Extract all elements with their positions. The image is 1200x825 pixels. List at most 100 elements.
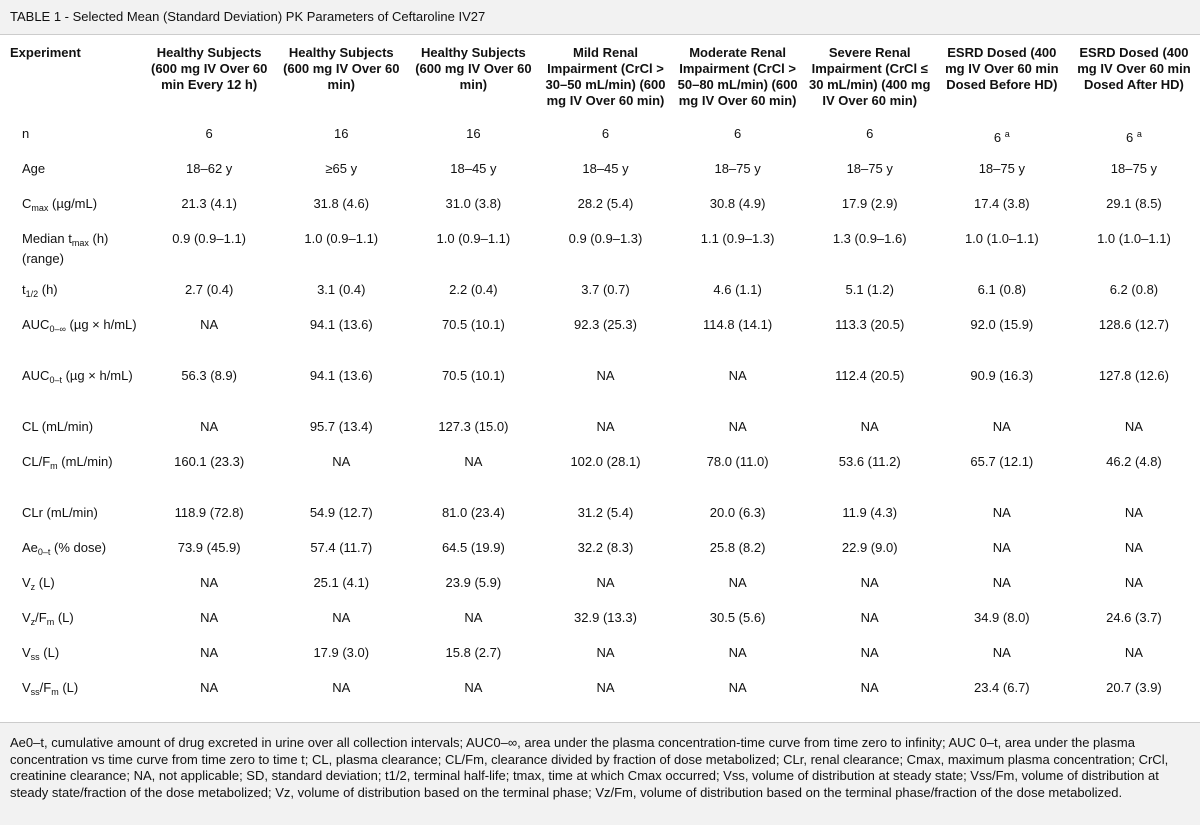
row-label: CLr (mL/min)	[0, 496, 143, 531]
table-cell: 18–45 y	[582, 161, 629, 176]
table-cell: NA	[728, 575, 747, 590]
row-label: Cmax (µg/mL)	[0, 187, 143, 222]
footnote: Ae0–t, cumulative amount of drug excrete…	[0, 722, 1200, 825]
table-cell: NA	[332, 610, 351, 625]
column-header: Healthy Subjects (600 mg IV Over 60 min …	[150, 45, 268, 92]
table-cell: NA	[332, 680, 351, 695]
table-cell: NA	[860, 645, 879, 660]
text-segment: CL/F	[22, 454, 51, 469]
table-cell: 160.1 (23.3)	[174, 454, 245, 469]
table-cell: 3.1 (0.4)	[317, 282, 366, 297]
table-row: Ae0–t (% dose) 73.9 (45.9) 57.4 (11.7) 64.5…	[0, 531, 1200, 566]
text-segment: 6	[993, 130, 1005, 145]
table-row: Vz/Fm (L) NA NA NA 32.9 (13.3) 30.5 (5.6) NA 34…	[0, 601, 1200, 636]
table-cell: NA	[200, 317, 219, 332]
text-segment: (µg × h/mL)	[65, 317, 137, 332]
column-header: Experiment	[10, 45, 81, 60]
table-cell: NA	[332, 454, 351, 469]
table-cell: NA	[860, 575, 879, 590]
table-cell: 18–75 y	[846, 161, 893, 176]
table-cell: NA	[596, 368, 615, 383]
table-cell: 5.1 (1.2)	[845, 282, 894, 297]
column-header: Healthy Subjects (600 mg IV Over 60 min)	[415, 45, 532, 92]
subscript: max	[31, 203, 49, 213]
table-cell: NA	[596, 419, 615, 434]
text-segment: V	[22, 575, 31, 590]
column-header: Severe Renal Impairment (CrCl ≤ 30 mL/mi…	[809, 45, 931, 108]
table-cell: 3.7 (0.7)	[581, 282, 630, 297]
table-cell: 1.0 (1.0–1.1)	[1097, 231, 1171, 246]
table-cell: 94.1 (13.6)	[309, 368, 373, 383]
table-cell: NA	[596, 680, 615, 695]
subscript: z	[30, 617, 36, 627]
text-segment: V	[22, 610, 31, 625]
table-cell: 0.9 (0.9–1.3)	[568, 231, 643, 246]
superscript: a	[1136, 129, 1142, 139]
table-cell: 1.0 (1.0–1.1)	[964, 231, 1039, 246]
row-label: CL (mL/min)	[0, 410, 143, 445]
table-cell: 65.7 (12.1)	[970, 454, 1034, 469]
column-header: Healthy Subjects (600 mg IV Over 60 min)	[283, 45, 400, 92]
table-cell: 20.7 (3.9)	[1106, 680, 1162, 695]
table-cell: NA	[992, 540, 1011, 555]
table-cell: NA	[728, 645, 747, 660]
table-row: CL/Fm (mL/min) 160.1 (23.3) NA NA 102.0 (28.…	[0, 445, 1200, 496]
table-row: Median tmax (h) (range) 0.9 (0.9–1.1) 1.0 …	[0, 222, 1200, 273]
subscript: 0–∞	[49, 324, 66, 334]
table-cell: NA	[1124, 645, 1143, 660]
row-label: Median tmax (h) (range)	[0, 222, 143, 273]
row-label: Vz (L)	[0, 566, 143, 601]
table-cell: 46.2 (4.8)	[1106, 454, 1162, 469]
table-cell: 18–75 y	[1110, 161, 1158, 176]
table-cell: 1.0 (0.9–1.1)	[304, 231, 379, 246]
table-cell: 17.4 (3.8)	[973, 196, 1030, 211]
text-segment: 6	[1126, 130, 1137, 145]
text-segment: (mL/min)	[57, 454, 113, 469]
table-cell: NA	[992, 419, 1011, 434]
table-cell: 92.0 (15.9)	[970, 317, 1034, 332]
row-label: AUC0–∞ (µg × h/mL)	[0, 308, 143, 359]
subscript: m	[50, 461, 58, 471]
table-cell: 18–45 y	[450, 161, 497, 176]
table-cell: 18–75 y	[978, 161, 1025, 176]
subscript: 1/2	[25, 289, 39, 299]
table-cell: NA	[596, 645, 615, 660]
pk-table: Experiment Healthy Subjects (600 mg IV Ov…	[0, 43, 1200, 706]
row-label: t1/2 (h)	[0, 273, 143, 308]
table-cell: 53.6 (11.2)	[838, 454, 901, 469]
table-cell: 16	[466, 126, 481, 141]
table-cell: 32.2 (8.3)	[577, 540, 634, 555]
table-cell: 6.2 (0.8)	[1109, 282, 1159, 297]
table-cell: NA	[1124, 540, 1143, 555]
table-cell: NA	[200, 645, 219, 660]
table-cell: 112.4 (20.5)	[835, 368, 905, 383]
table-cell: NA	[860, 610, 879, 625]
table-cell: NA	[728, 368, 747, 383]
table-cell: 20.0 (6.3)	[709, 505, 766, 520]
table-cell: 15.8 (2.7)	[445, 645, 502, 660]
table-row: Vss (L) NA 17.9 (3.0) 15.8 (2.7) NA NA NA NA NA	[0, 636, 1200, 671]
table-cell: 6	[733, 126, 742, 141]
text-segment: (µg/mL)	[48, 196, 98, 211]
table-cell: 32.9 (13.3)	[574, 610, 637, 625]
table-cell: 6	[205, 126, 213, 141]
table-cell: 81.0 (23.4)	[441, 505, 505, 520]
text-segment: Median t	[22, 231, 72, 246]
table-row: AUC0–t (µg × h/mL) 56.3 (8.9) 94.1 (13.6) 7…	[0, 359, 1200, 410]
table-cell: 4.6 (1.1)	[713, 282, 762, 297]
table-cell: 31.8 (4.6)	[313, 196, 370, 211]
subscript: ss	[30, 652, 40, 662]
table-cell: 1.0 (0.9–1.1)	[436, 231, 511, 246]
table-cell: NA	[1124, 575, 1143, 590]
table-cell: 18–62 y	[186, 161, 233, 176]
table-cell: 70.5 (10.1)	[441, 317, 505, 332]
text-segment: V	[22, 680, 31, 695]
text-segment: (µg × h/mL)	[61, 368, 133, 383]
table-cell: NA	[1124, 505, 1143, 520]
text-segment: Age	[22, 161, 46, 176]
text-segment: AUC	[22, 368, 50, 383]
table-cell: NA	[860, 680, 879, 695]
table-cell: 102.0 (28.1)	[570, 454, 641, 469]
table-cell: 6	[601, 126, 610, 141]
